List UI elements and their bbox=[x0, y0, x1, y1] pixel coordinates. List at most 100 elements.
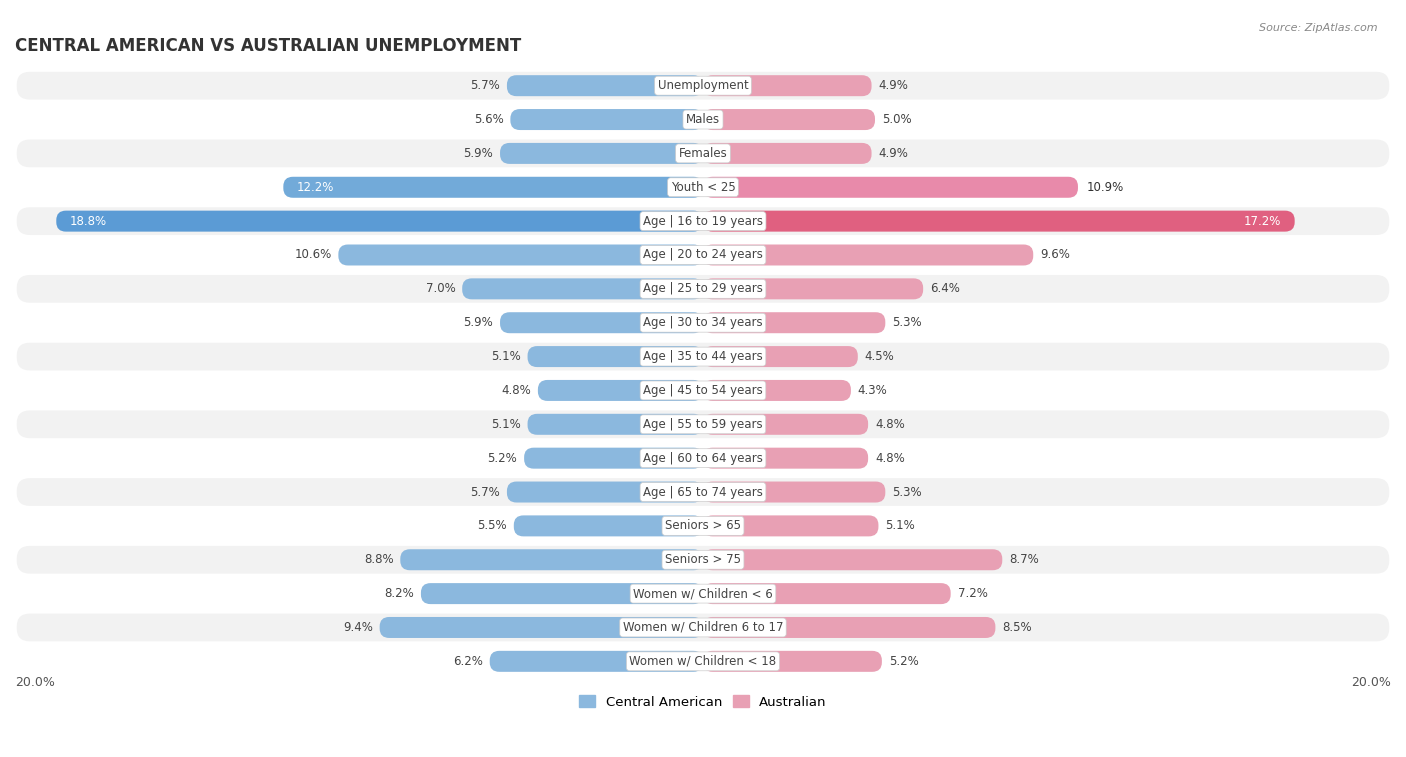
FancyBboxPatch shape bbox=[17, 444, 1389, 472]
FancyBboxPatch shape bbox=[703, 550, 1002, 570]
FancyBboxPatch shape bbox=[17, 343, 1389, 370]
FancyBboxPatch shape bbox=[703, 481, 886, 503]
Text: 12.2%: 12.2% bbox=[297, 181, 335, 194]
FancyBboxPatch shape bbox=[703, 75, 872, 96]
Text: 4.8%: 4.8% bbox=[875, 418, 904, 431]
Text: 4.8%: 4.8% bbox=[502, 384, 531, 397]
FancyBboxPatch shape bbox=[703, 312, 886, 333]
FancyBboxPatch shape bbox=[17, 546, 1389, 574]
Text: Women w/ Children < 6: Women w/ Children < 6 bbox=[633, 587, 773, 600]
FancyBboxPatch shape bbox=[17, 275, 1389, 303]
Text: 10.6%: 10.6% bbox=[294, 248, 332, 261]
FancyBboxPatch shape bbox=[703, 177, 1078, 198]
Text: Age | 30 to 34 years: Age | 30 to 34 years bbox=[643, 316, 763, 329]
FancyBboxPatch shape bbox=[703, 109, 875, 130]
FancyBboxPatch shape bbox=[17, 309, 1389, 337]
FancyBboxPatch shape bbox=[401, 550, 703, 570]
Text: 5.9%: 5.9% bbox=[464, 147, 494, 160]
Legend: Central American, Australian: Central American, Australian bbox=[574, 690, 832, 714]
FancyBboxPatch shape bbox=[703, 143, 872, 164]
Text: 5.3%: 5.3% bbox=[893, 316, 922, 329]
Text: 8.2%: 8.2% bbox=[384, 587, 413, 600]
Text: 20.0%: 20.0% bbox=[15, 676, 55, 689]
FancyBboxPatch shape bbox=[284, 177, 703, 198]
FancyBboxPatch shape bbox=[17, 410, 1389, 438]
Text: Age | 55 to 59 years: Age | 55 to 59 years bbox=[643, 418, 763, 431]
FancyBboxPatch shape bbox=[489, 651, 703, 671]
FancyBboxPatch shape bbox=[703, 210, 1295, 232]
FancyBboxPatch shape bbox=[339, 245, 703, 266]
FancyBboxPatch shape bbox=[703, 414, 868, 435]
FancyBboxPatch shape bbox=[524, 447, 703, 469]
Text: 4.3%: 4.3% bbox=[858, 384, 887, 397]
Text: Unemployment: Unemployment bbox=[658, 79, 748, 92]
FancyBboxPatch shape bbox=[17, 207, 1389, 235]
FancyBboxPatch shape bbox=[17, 173, 1389, 201]
Text: 4.9%: 4.9% bbox=[879, 147, 908, 160]
Text: 8.7%: 8.7% bbox=[1010, 553, 1039, 566]
Text: 9.6%: 9.6% bbox=[1040, 248, 1070, 261]
FancyBboxPatch shape bbox=[703, 617, 995, 638]
Text: Females: Females bbox=[679, 147, 727, 160]
FancyBboxPatch shape bbox=[508, 75, 703, 96]
FancyBboxPatch shape bbox=[17, 614, 1389, 641]
Text: 5.1%: 5.1% bbox=[886, 519, 915, 532]
Text: Age | 16 to 19 years: Age | 16 to 19 years bbox=[643, 215, 763, 228]
Text: 5.6%: 5.6% bbox=[474, 113, 503, 126]
Text: 5.2%: 5.2% bbox=[889, 655, 918, 668]
Text: 4.9%: 4.9% bbox=[879, 79, 908, 92]
Text: 6.2%: 6.2% bbox=[453, 655, 482, 668]
FancyBboxPatch shape bbox=[527, 346, 703, 367]
Text: Males: Males bbox=[686, 113, 720, 126]
FancyBboxPatch shape bbox=[17, 512, 1389, 540]
Text: 9.4%: 9.4% bbox=[343, 621, 373, 634]
FancyBboxPatch shape bbox=[510, 109, 703, 130]
FancyBboxPatch shape bbox=[420, 583, 703, 604]
Text: 5.7%: 5.7% bbox=[470, 79, 501, 92]
Text: 7.2%: 7.2% bbox=[957, 587, 987, 600]
FancyBboxPatch shape bbox=[513, 516, 703, 537]
FancyBboxPatch shape bbox=[17, 478, 1389, 506]
FancyBboxPatch shape bbox=[703, 279, 924, 299]
FancyBboxPatch shape bbox=[508, 481, 703, 503]
FancyBboxPatch shape bbox=[538, 380, 703, 401]
Text: Source: ZipAtlas.com: Source: ZipAtlas.com bbox=[1260, 23, 1378, 33]
FancyBboxPatch shape bbox=[17, 72, 1389, 100]
FancyBboxPatch shape bbox=[703, 346, 858, 367]
Text: 5.1%: 5.1% bbox=[491, 350, 520, 363]
FancyBboxPatch shape bbox=[703, 380, 851, 401]
FancyBboxPatch shape bbox=[703, 651, 882, 671]
FancyBboxPatch shape bbox=[527, 414, 703, 435]
Text: Women w/ Children 6 to 17: Women w/ Children 6 to 17 bbox=[623, 621, 783, 634]
Text: 8.5%: 8.5% bbox=[1002, 621, 1032, 634]
Text: 4.5%: 4.5% bbox=[865, 350, 894, 363]
Text: Age | 35 to 44 years: Age | 35 to 44 years bbox=[643, 350, 763, 363]
Text: 18.8%: 18.8% bbox=[70, 215, 107, 228]
Text: Age | 60 to 64 years: Age | 60 to 64 years bbox=[643, 452, 763, 465]
Text: Seniors > 75: Seniors > 75 bbox=[665, 553, 741, 566]
Text: Age | 20 to 24 years: Age | 20 to 24 years bbox=[643, 248, 763, 261]
Text: 4.8%: 4.8% bbox=[875, 452, 904, 465]
Text: 8.8%: 8.8% bbox=[364, 553, 394, 566]
FancyBboxPatch shape bbox=[17, 580, 1389, 608]
Text: Youth < 25: Youth < 25 bbox=[671, 181, 735, 194]
FancyBboxPatch shape bbox=[703, 516, 879, 537]
Text: CENTRAL AMERICAN VS AUSTRALIAN UNEMPLOYMENT: CENTRAL AMERICAN VS AUSTRALIAN UNEMPLOYM… bbox=[15, 37, 522, 55]
Text: Age | 25 to 29 years: Age | 25 to 29 years bbox=[643, 282, 763, 295]
Text: Women w/ Children < 18: Women w/ Children < 18 bbox=[630, 655, 776, 668]
FancyBboxPatch shape bbox=[703, 245, 1033, 266]
Text: 6.4%: 6.4% bbox=[929, 282, 960, 295]
FancyBboxPatch shape bbox=[17, 241, 1389, 269]
Text: 5.3%: 5.3% bbox=[893, 485, 922, 499]
Text: Seniors > 65: Seniors > 65 bbox=[665, 519, 741, 532]
FancyBboxPatch shape bbox=[703, 447, 868, 469]
FancyBboxPatch shape bbox=[17, 106, 1389, 133]
Text: 5.5%: 5.5% bbox=[477, 519, 508, 532]
Text: Age | 45 to 54 years: Age | 45 to 54 years bbox=[643, 384, 763, 397]
FancyBboxPatch shape bbox=[703, 583, 950, 604]
FancyBboxPatch shape bbox=[56, 210, 703, 232]
Text: 5.9%: 5.9% bbox=[464, 316, 494, 329]
FancyBboxPatch shape bbox=[17, 376, 1389, 404]
Text: 5.2%: 5.2% bbox=[488, 452, 517, 465]
FancyBboxPatch shape bbox=[380, 617, 703, 638]
